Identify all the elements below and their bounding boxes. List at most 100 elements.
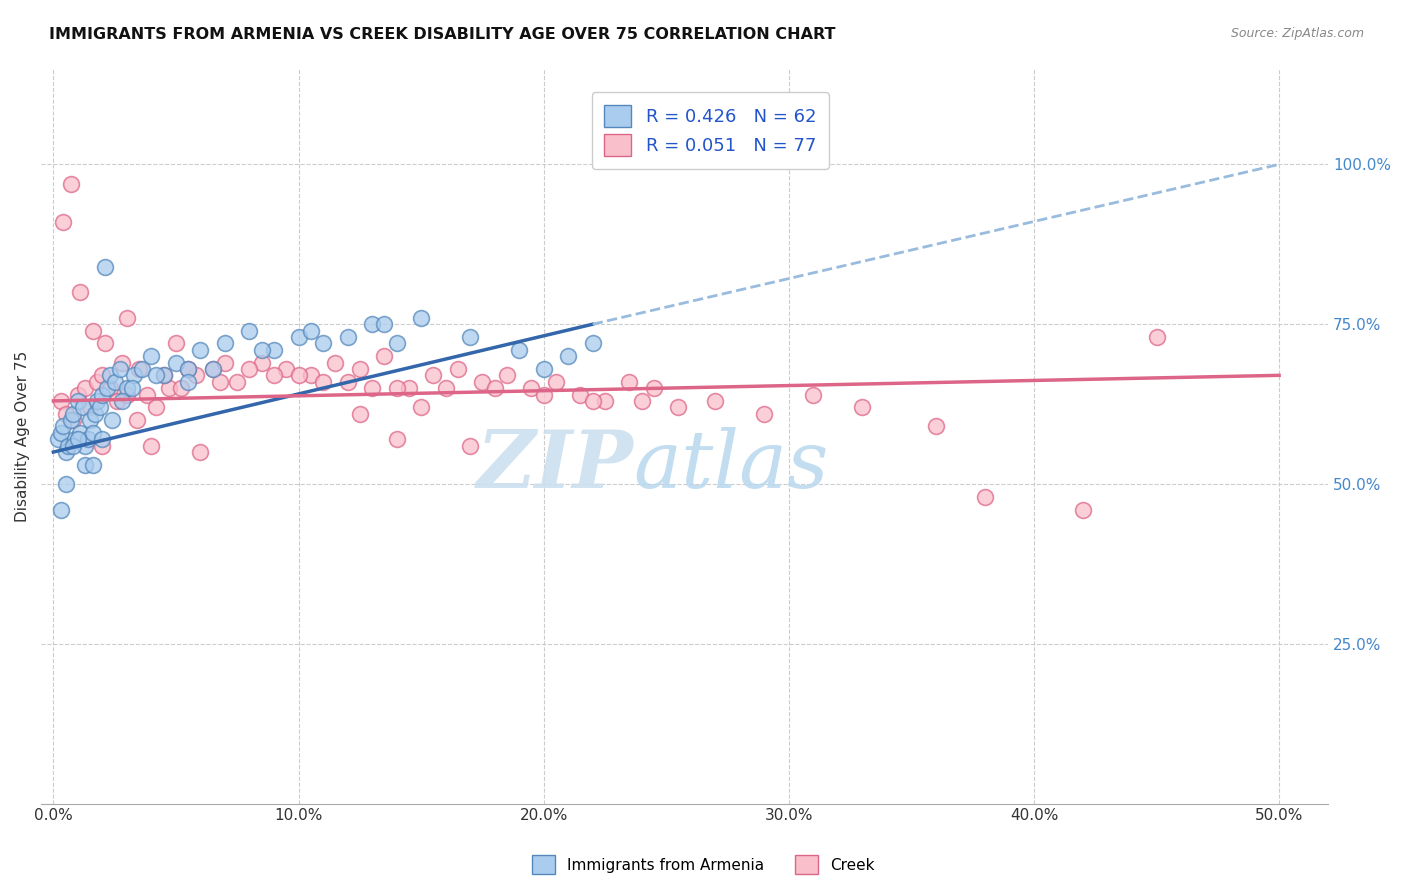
Point — [177, 375, 200, 389]
Text: ZIP: ZIP — [477, 426, 633, 504]
Point — [520, 381, 543, 395]
Point — [754, 407, 776, 421]
Point — [75, 381, 97, 395]
Point — [214, 355, 236, 369]
Point — [104, 375, 127, 389]
Point — [184, 368, 207, 383]
Point — [704, 393, 727, 408]
Point — [593, 393, 616, 408]
Point — [82, 324, 104, 338]
Point — [94, 336, 117, 351]
Point — [630, 393, 652, 408]
Point — [373, 317, 395, 331]
Point — [582, 393, 605, 408]
Point — [75, 439, 97, 453]
Point — [66, 393, 89, 408]
Point — [52, 419, 75, 434]
Point — [619, 375, 641, 389]
Legend: Immigrants from Armenia, Creek: Immigrants from Armenia, Creek — [526, 849, 880, 880]
Point — [52, 215, 75, 229]
Point — [533, 362, 555, 376]
Point — [458, 439, 481, 453]
Point — [141, 349, 163, 363]
Point — [89, 401, 111, 415]
Point — [263, 343, 285, 357]
Point — [201, 362, 224, 376]
Point — [557, 349, 579, 363]
Point — [508, 343, 530, 357]
Point — [72, 401, 94, 415]
Point — [56, 439, 79, 453]
Point — [533, 387, 555, 401]
Point — [409, 401, 432, 415]
Point — [385, 336, 408, 351]
Point — [152, 368, 174, 383]
Point — [49, 425, 72, 440]
Point — [76, 432, 98, 446]
Point — [79, 401, 101, 415]
Point — [312, 375, 335, 389]
Point — [458, 330, 481, 344]
Point — [238, 324, 260, 338]
Point — [643, 381, 665, 395]
Point — [115, 381, 138, 395]
Point — [1071, 502, 1094, 516]
Point — [101, 413, 124, 427]
Point — [214, 336, 236, 351]
Point — [177, 362, 200, 376]
Legend: R = 0.426   N = 62, R = 0.051   N = 77: R = 0.426 N = 62, R = 0.051 N = 77 — [592, 92, 830, 169]
Point — [190, 445, 212, 459]
Point — [349, 407, 371, 421]
Point — [91, 439, 114, 453]
Text: atlas: atlas — [633, 426, 828, 504]
Point — [409, 310, 432, 325]
Point — [145, 401, 167, 415]
Point — [108, 362, 131, 376]
Point — [66, 387, 89, 401]
Point — [801, 387, 824, 401]
Point — [135, 387, 157, 401]
Point — [925, 419, 948, 434]
Point — [91, 387, 114, 401]
Point — [82, 458, 104, 472]
Point — [190, 343, 212, 357]
Point — [312, 336, 335, 351]
Point — [250, 343, 273, 357]
Point — [299, 368, 322, 383]
Point — [152, 368, 174, 383]
Point — [65, 432, 87, 446]
Point — [55, 407, 77, 421]
Point — [974, 490, 997, 504]
Point — [484, 381, 506, 395]
Point — [131, 362, 153, 376]
Point — [276, 362, 298, 376]
Point — [373, 349, 395, 363]
Point — [62, 439, 84, 453]
Point — [62, 413, 84, 427]
Point — [250, 355, 273, 369]
Point — [111, 393, 134, 408]
Point — [84, 407, 107, 421]
Point — [75, 458, 97, 472]
Point — [349, 362, 371, 376]
Point — [165, 355, 187, 369]
Point — [122, 368, 145, 383]
Point — [422, 368, 444, 383]
Point — [96, 381, 118, 395]
Point — [86, 375, 108, 389]
Point — [263, 368, 285, 383]
Point — [209, 375, 232, 389]
Point — [385, 381, 408, 395]
Point — [471, 375, 494, 389]
Point — [157, 381, 180, 395]
Point — [141, 439, 163, 453]
Point — [287, 330, 309, 344]
Point — [165, 336, 187, 351]
Point — [145, 368, 167, 383]
Point — [323, 355, 346, 369]
Point — [1146, 330, 1168, 344]
Point — [49, 393, 72, 408]
Point — [336, 330, 359, 344]
Point — [447, 362, 470, 376]
Point — [82, 425, 104, 440]
